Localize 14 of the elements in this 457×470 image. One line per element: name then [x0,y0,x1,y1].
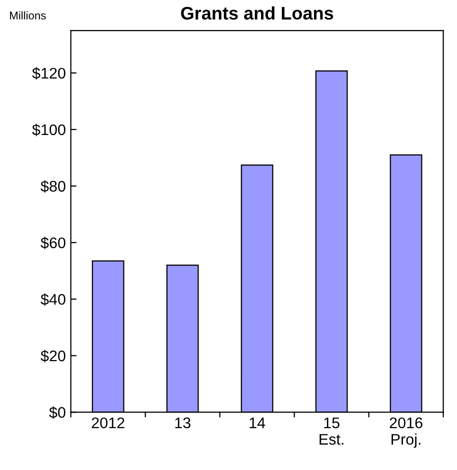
chart-title: Grants and Loans [181,6,334,20]
y-tick-label: $0 [49,406,66,419]
y-tick-label: $100 [32,124,66,136]
y-tick-label: $20 [40,350,66,362]
y-tick-label: $40 [40,293,66,306]
y-tick-label: $80 [40,180,66,193]
x-tick-label: 2016 Proj. [390,417,422,448]
x-tick-label: 15 Est. [320,418,344,445]
x-tick-label: 14 [250,418,266,428]
y-axis-title: Millions [10,11,46,20]
y-tick-label: $120 [32,67,66,80]
x-tick-label: 13 [175,417,190,428]
x-tick-label: 2012 [92,417,124,428]
y-tick-label: $60 [40,236,66,250]
